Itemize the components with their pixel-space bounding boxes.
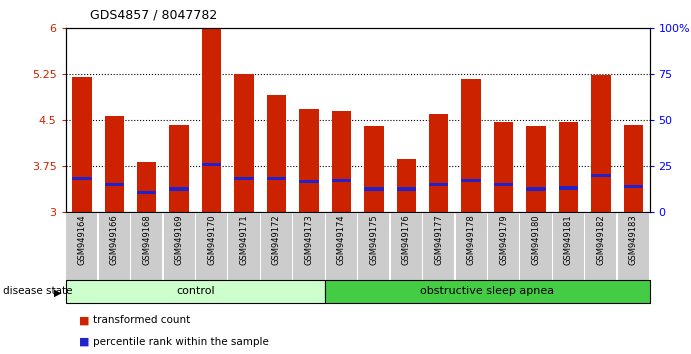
FancyBboxPatch shape [66, 280, 325, 303]
Bar [72, 78, 92, 212]
Bar [527, 187, 546, 191]
Text: GSM949183: GSM949183 [629, 215, 638, 265]
Text: GSM949178: GSM949178 [466, 215, 475, 265]
Bar [397, 159, 416, 212]
FancyBboxPatch shape [455, 213, 486, 281]
Bar [494, 122, 513, 212]
FancyBboxPatch shape [325, 213, 357, 281]
Bar [299, 180, 319, 183]
Text: GSM949169: GSM949169 [175, 215, 184, 265]
Text: GSM949176: GSM949176 [401, 215, 410, 265]
Bar [169, 187, 189, 191]
Text: disease state: disease state [3, 286, 73, 296]
FancyBboxPatch shape [618, 213, 649, 281]
Text: GSM949172: GSM949172 [272, 215, 281, 265]
Bar [234, 177, 254, 180]
Text: GSM949168: GSM949168 [142, 215, 151, 265]
Bar [364, 126, 384, 212]
Bar [559, 122, 578, 212]
Bar [462, 179, 481, 182]
Bar [202, 28, 221, 212]
FancyBboxPatch shape [423, 213, 454, 281]
FancyBboxPatch shape [358, 213, 390, 281]
FancyBboxPatch shape [553, 213, 584, 281]
Bar [527, 126, 546, 212]
Bar [104, 116, 124, 212]
FancyBboxPatch shape [229, 213, 260, 281]
Bar [591, 75, 611, 212]
FancyBboxPatch shape [520, 213, 551, 281]
FancyBboxPatch shape [66, 213, 97, 281]
Bar [234, 74, 254, 212]
FancyBboxPatch shape [164, 213, 195, 281]
Bar [429, 183, 448, 187]
Bar [267, 95, 286, 212]
Text: obstructive sleep apnea: obstructive sleep apnea [420, 286, 554, 296]
Bar [104, 183, 124, 187]
Bar [72, 177, 92, 180]
Text: GSM949173: GSM949173 [305, 215, 314, 265]
Bar [364, 187, 384, 191]
Text: GSM949180: GSM949180 [531, 215, 540, 265]
Bar [623, 125, 643, 212]
Text: control: control [176, 286, 215, 296]
Text: GDS4857 / 8047782: GDS4857 / 8047782 [90, 9, 217, 22]
Bar [332, 179, 351, 182]
FancyBboxPatch shape [325, 280, 650, 303]
Text: GSM949166: GSM949166 [110, 215, 119, 265]
Bar [169, 125, 189, 212]
Text: percentile rank within the sample: percentile rank within the sample [93, 337, 269, 347]
Bar [462, 79, 481, 212]
FancyBboxPatch shape [390, 213, 422, 281]
Bar [267, 177, 286, 180]
Text: GSM949177: GSM949177 [434, 215, 443, 265]
Text: ■: ■ [79, 337, 90, 347]
Bar [429, 114, 448, 212]
Text: GSM949170: GSM949170 [207, 215, 216, 265]
Bar [494, 183, 513, 187]
FancyBboxPatch shape [488, 213, 519, 281]
Bar [137, 191, 156, 194]
FancyBboxPatch shape [294, 213, 325, 281]
Text: transformed count: transformed count [93, 315, 191, 325]
Text: ▶: ▶ [54, 288, 61, 298]
Text: GSM949175: GSM949175 [369, 215, 378, 265]
Bar [299, 109, 319, 212]
Text: GSM949179: GSM949179 [499, 215, 508, 265]
Bar [397, 187, 416, 191]
Text: GSM949171: GSM949171 [240, 215, 249, 265]
Text: GSM949181: GSM949181 [564, 215, 573, 265]
Text: GSM949182: GSM949182 [596, 215, 605, 265]
FancyBboxPatch shape [585, 213, 616, 281]
Bar [623, 185, 643, 188]
Text: ■: ■ [79, 315, 90, 325]
FancyBboxPatch shape [131, 213, 162, 281]
Bar [137, 162, 156, 212]
Bar [202, 163, 221, 166]
FancyBboxPatch shape [261, 213, 292, 281]
Bar [591, 174, 611, 177]
Text: GSM949164: GSM949164 [77, 215, 86, 265]
Text: GSM949174: GSM949174 [337, 215, 346, 265]
Bar [332, 111, 351, 212]
FancyBboxPatch shape [99, 213, 130, 281]
FancyBboxPatch shape [196, 213, 227, 281]
Bar [559, 186, 578, 189]
